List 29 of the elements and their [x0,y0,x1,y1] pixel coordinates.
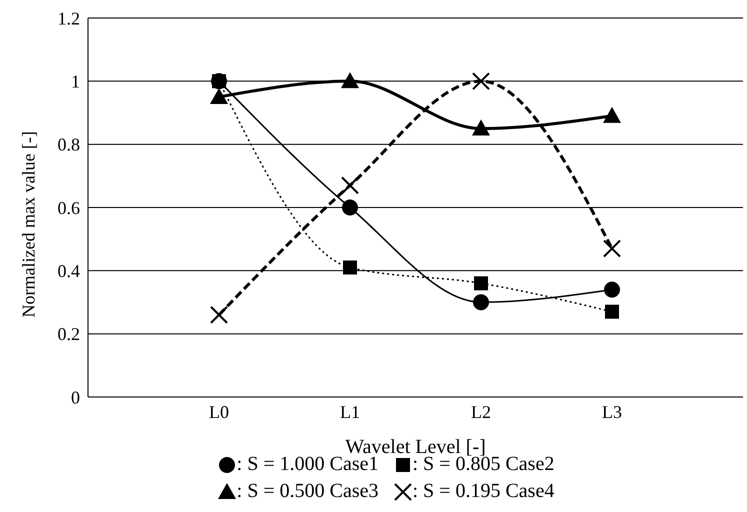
x-tick-label: L1 [340,402,360,422]
point [343,260,357,275]
point [603,240,621,258]
x-tick-label: L0 [209,402,229,422]
y-tick-label: 0.8 [58,134,80,155]
y-tick-label: 0 [71,387,80,408]
point [210,88,228,104]
point [474,276,488,290]
y-tick-label: 0.6 [58,198,80,218]
point [605,304,619,319]
y-tick-label: 0.4 [58,261,80,282]
y-axis-title: Normalized max value [-] [18,131,38,318]
point [341,72,359,88]
point [341,176,359,194]
point [342,200,358,216]
y-tick-label: 1.2 [58,8,80,28]
point [210,306,228,324]
legend-label: : S = 0.195 Case4 [412,480,554,503]
point [473,294,489,310]
y-tick-label: 1 [71,72,80,92]
point [472,72,490,90]
x-tick-label: L3 [602,402,622,422]
legend-label: : S = 0.500 Case3 [236,480,378,503]
point [603,106,621,123]
point [604,282,620,298]
y-tick-label: 0.2 [58,324,80,344]
x-tick-label: L2 [471,402,491,422]
legend-label: : S = 1.000 Case1 [236,453,378,476]
point [472,120,490,136]
